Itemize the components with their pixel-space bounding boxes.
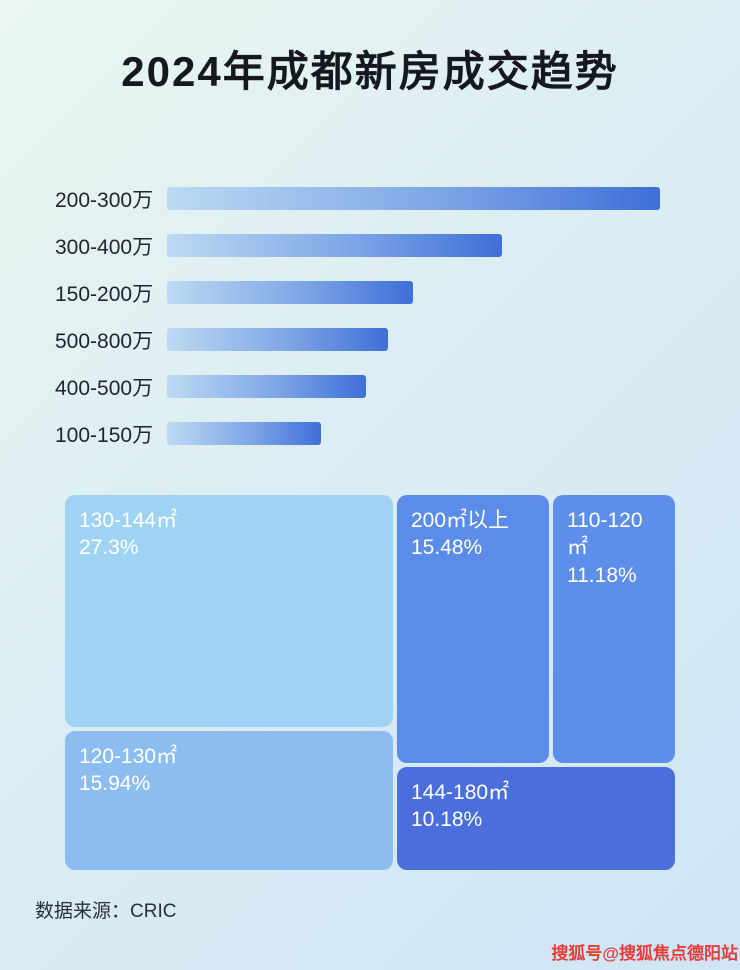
bar <box>167 375 367 398</box>
treemap-block-130-144: 130-144㎡ 27.3% <box>65 495 393 727</box>
bar-track <box>167 422 675 445</box>
bar-row: 300-400万 <box>55 234 675 259</box>
treemap-block-percent: 15.48% <box>411 536 483 560</box>
data-source: 数据来源：CRIC <box>35 901 177 922</box>
bar-row: 150-200万 <box>55 281 675 306</box>
bar-label: 500-800万 <box>55 329 154 353</box>
bar-track <box>167 187 675 210</box>
bar-track <box>167 281 675 304</box>
bar <box>167 422 322 445</box>
treemap-block-label: 120-130㎡ <box>79 745 178 768</box>
treemap-block-label: 130-144㎡ <box>79 509 178 532</box>
bar <box>167 234 503 257</box>
treemap-block-label: 200㎡以上 <box>411 509 510 532</box>
treemap-block-120-130: 120-130㎡ 15.94% <box>65 731 393 870</box>
bar <box>167 281 414 304</box>
treemap-block-percent: 10.18% <box>411 808 483 832</box>
bar-row: 100-150万 <box>55 422 675 447</box>
bar <box>167 328 388 351</box>
bar-label: 100-150万 <box>55 423 154 447</box>
bar-label: 150-200万 <box>55 282 154 306</box>
bar-chart: 200-300万 300-400万 150-200万 500-800万 400-… <box>0 187 740 447</box>
bar-track <box>167 375 675 398</box>
bar-row: 500-800万 <box>55 328 675 353</box>
watermark: 搜狐号@搜狐焦点德阳站 <box>551 944 738 963</box>
treemap-block-110-120: 110-120㎡ 11.18% <box>553 495 675 763</box>
treemap-block-label: 144-180㎡ <box>411 781 510 804</box>
treemap-block-label: 110-120㎡ <box>567 509 643 560</box>
treemap-block-percent: 15.94% <box>79 772 151 796</box>
bar <box>167 187 660 210</box>
treemap: 130-144㎡ 27.3% 200㎡以上 15.48% 110-120㎡ 11… <box>65 495 675 870</box>
bar-row: 400-500万 <box>55 375 675 400</box>
treemap-block-percent: 27.3% <box>79 536 139 560</box>
bar-label: 300-400万 <box>55 235 154 259</box>
treemap-block-144-180: 144-180㎡ 10.18% <box>397 767 675 870</box>
treemap-block-percent: 11.18% <box>567 563 637 587</box>
bar-label: 400-500万 <box>55 376 154 400</box>
bar-track <box>167 234 675 257</box>
bar-label: 200-300万 <box>55 188 154 212</box>
bar-track <box>167 328 675 351</box>
treemap-block-200-plus: 200㎡以上 15.48% <box>397 495 549 763</box>
bar-row: 200-300万 <box>55 187 675 212</box>
page-title: 2024年成都新房成交趋势 <box>121 48 619 95</box>
